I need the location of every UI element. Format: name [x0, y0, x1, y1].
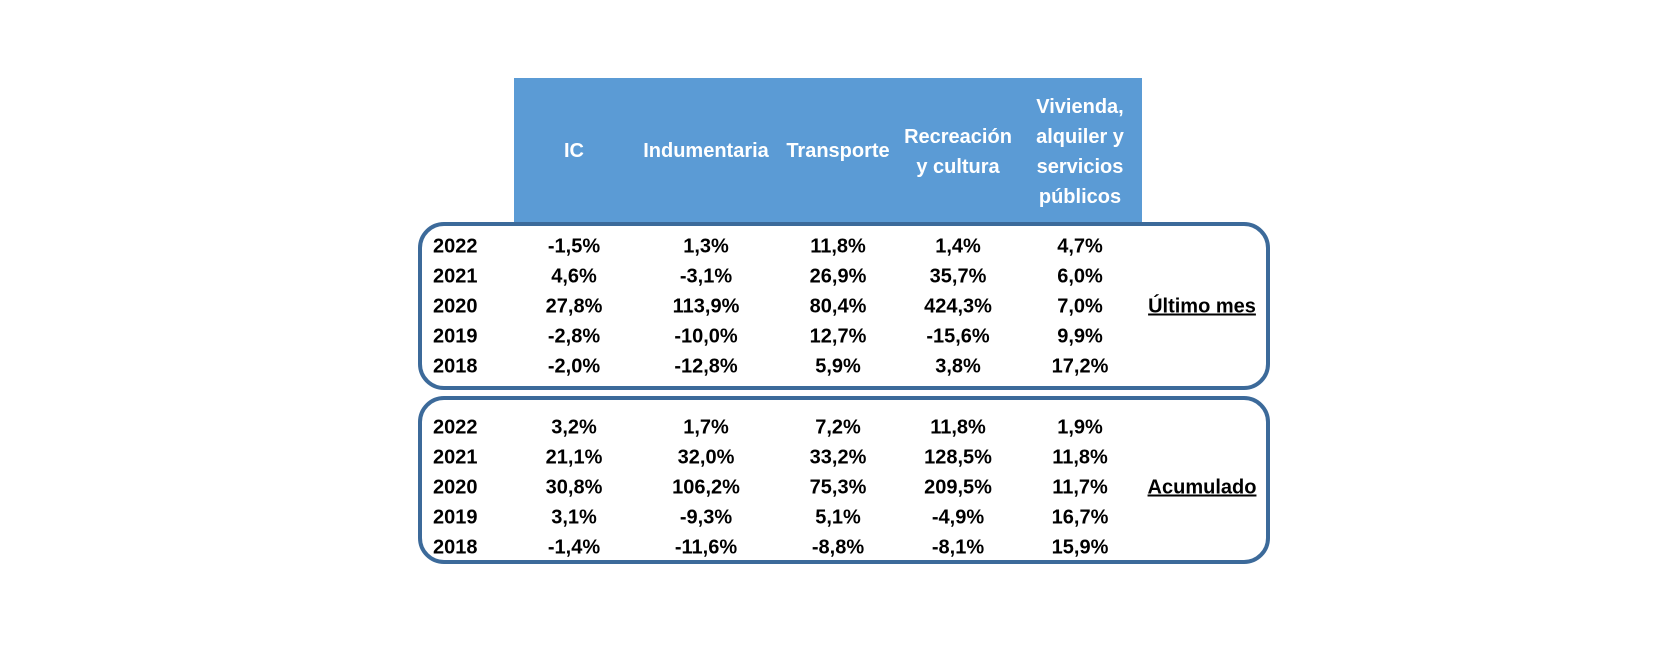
row-year: 2022	[433, 235, 478, 258]
table-cell: 27,8%	[545, 295, 603, 318]
table-cell: 11,8%	[810, 235, 866, 258]
table-cell: -8,1%	[931, 536, 985, 559]
table-cell: 1,7%	[683, 416, 729, 439]
table-cell: 17,2%	[1051, 355, 1109, 378]
table-cell: 5,1%	[815, 506, 861, 529]
group-box-acumulado	[418, 396, 1270, 564]
table-cell: -1,4%	[547, 536, 601, 559]
row-year: 2019	[433, 325, 478, 348]
table-cell: -2,0%	[547, 355, 601, 378]
table-cell: -11,6%	[674, 536, 738, 559]
row-year: 2018	[433, 536, 478, 559]
column-header: Transporte	[786, 140, 890, 162]
table-cell: 80,4%	[809, 295, 867, 318]
table-cell: 113,9%	[672, 295, 740, 318]
table-cell: -9,3%	[679, 506, 733, 529]
table-cell: 7,0%	[1057, 295, 1103, 318]
table-cell: 3,2%	[551, 416, 597, 439]
table-cell: 209,5%	[924, 476, 992, 499]
table-cell: 11,8%	[930, 416, 986, 439]
row-year: 2019	[433, 506, 478, 529]
table-cell: 32,0%	[677, 446, 735, 469]
row-year: 2022	[433, 416, 478, 439]
table-cell: -15,6%	[926, 325, 990, 348]
table-cell: 1,4%	[935, 235, 981, 258]
row-year: 2020	[433, 295, 478, 318]
table-cell: -2,8%	[547, 325, 601, 348]
row-year: 2021	[433, 446, 478, 469]
header-band	[514, 78, 1142, 226]
table-cell: 1,3%	[683, 235, 729, 258]
table-cell: -4,9%	[931, 506, 985, 529]
table-cell: 3,1%	[551, 506, 597, 529]
table-cell: -8,8%	[811, 536, 865, 559]
column-header: Indumentaria	[643, 140, 769, 162]
column-header: Vivienda, alquiler y servicios públicos	[1036, 96, 1124, 208]
column-header: IC	[564, 140, 584, 162]
table-cell: 75,3%	[809, 476, 867, 499]
table-cell: 35,7%	[929, 265, 987, 288]
row-year: 2021	[433, 265, 478, 288]
table-cell: 5,9%	[815, 355, 861, 378]
table-cell: 15,9%	[1051, 536, 1109, 559]
table-cell: 16,7%	[1051, 506, 1109, 529]
table-cell: 4,6%	[551, 265, 597, 288]
row-year: 2020	[433, 476, 478, 499]
table-cell: 30,8%	[545, 476, 603, 499]
table-cell: 11,8%	[1052, 446, 1108, 469]
group-box-ultimo-mes	[418, 222, 1270, 390]
table-cell: 11,7%	[1052, 476, 1108, 499]
table-cell: -1,5%	[547, 235, 601, 258]
table-cell: 26,9%	[809, 265, 867, 288]
table-cell: -3,1%	[679, 265, 733, 288]
table-cell: 7,2%	[815, 416, 861, 439]
table-cell: 33,2%	[809, 446, 867, 469]
table-cell: 3,8%	[935, 355, 981, 378]
table-cell: 1,9%	[1057, 416, 1103, 439]
table-cell: 9,9%	[1057, 325, 1103, 348]
table-cell: 4,7%	[1057, 235, 1103, 258]
table-cell: 6,0%	[1057, 265, 1103, 288]
table-cell: -12,8%	[674, 355, 738, 378]
table-cell: 21,1%	[545, 446, 603, 469]
table-cell: 424,3%	[924, 295, 992, 318]
table-cell: 12,7%	[809, 325, 867, 348]
group-label: Acumulado	[1147, 476, 1257, 499]
table-cell: 106,2%	[672, 476, 740, 499]
table-cell: -10,0%	[674, 325, 738, 348]
group-label: Último mes	[1148, 295, 1256, 318]
row-year: 2018	[433, 355, 478, 378]
table-cell: 128,5%	[924, 446, 992, 469]
column-header: Recreación y cultura	[904, 126, 1012, 178]
